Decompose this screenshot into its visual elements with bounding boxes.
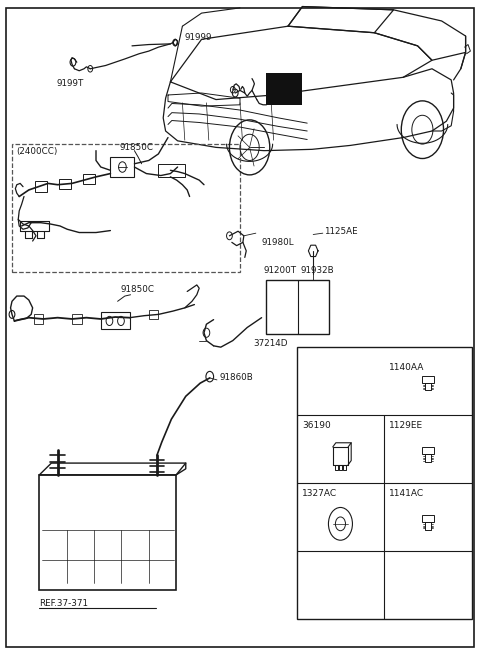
Text: 1327AC: 1327AC: [302, 489, 337, 498]
Bar: [422, 447, 434, 454]
Text: 91860B: 91860B: [219, 373, 253, 383]
Text: 1140AA: 1140AA: [389, 363, 424, 372]
Text: 91999: 91999: [185, 33, 212, 42]
Bar: [34, 314, 43, 324]
Bar: [101, 312, 130, 329]
Bar: [266, 280, 329, 334]
Text: 1141AC: 1141AC: [389, 489, 424, 498]
Text: 36190: 36190: [302, 421, 331, 430]
Bar: [83, 174, 95, 184]
Text: 1125AE: 1125AE: [324, 227, 358, 236]
Text: 37214D: 37214D: [253, 339, 288, 348]
Bar: [39, 475, 176, 590]
Text: 91980L: 91980L: [262, 238, 294, 247]
Bar: [35, 181, 47, 192]
Bar: [12, 144, 240, 272]
Text: 91850C: 91850C: [121, 285, 155, 294]
Bar: [59, 179, 71, 189]
Bar: [266, 73, 302, 105]
Bar: [158, 164, 185, 177]
Bar: [422, 376, 434, 383]
Text: REF.37-371: REF.37-371: [39, 599, 88, 608]
Text: (2400CC): (2400CC): [16, 147, 57, 157]
Bar: [297, 347, 472, 619]
Text: 9199T: 9199T: [57, 79, 84, 88]
Text: 91850C: 91850C: [119, 143, 153, 152]
Bar: [110, 157, 134, 177]
Text: 91200T: 91200T: [264, 266, 297, 275]
Bar: [72, 314, 82, 324]
Bar: [149, 310, 158, 319]
Text: 1129EE: 1129EE: [389, 421, 423, 430]
Text: 91932B: 91932B: [300, 266, 334, 275]
Bar: [422, 515, 434, 522]
